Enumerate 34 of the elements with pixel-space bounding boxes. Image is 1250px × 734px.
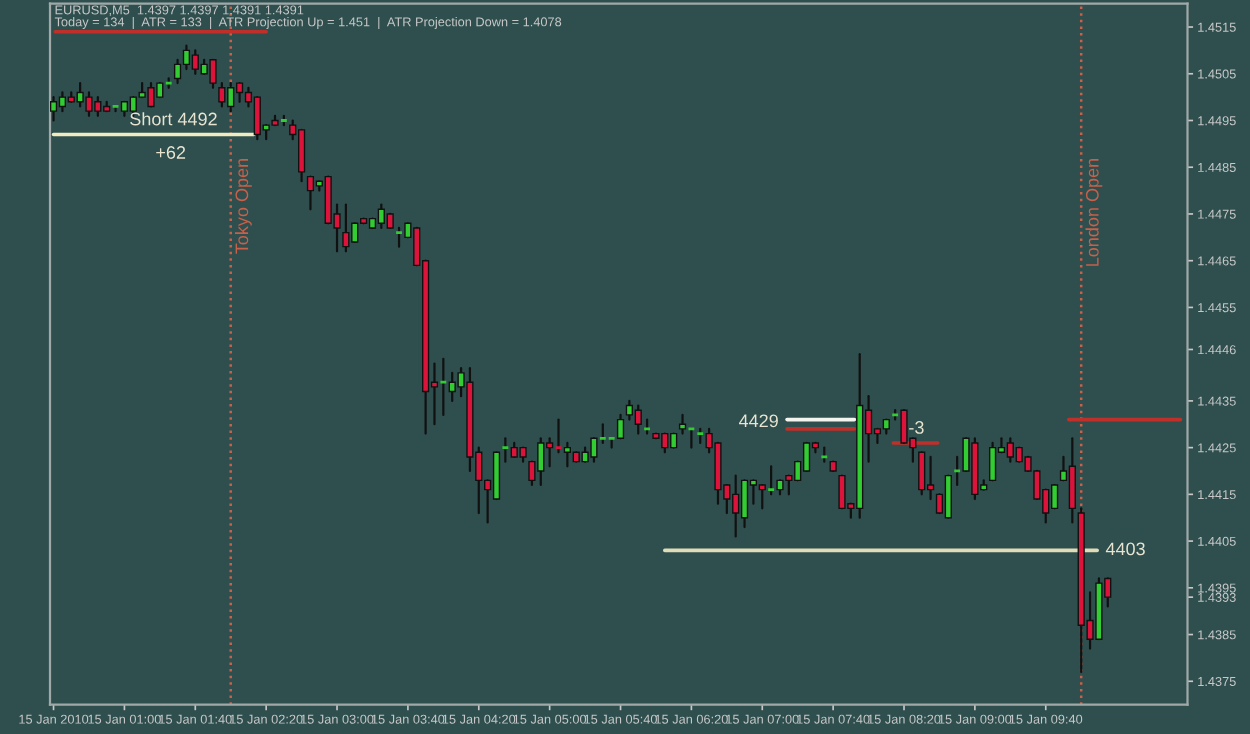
candlestick (58, 91, 67, 113)
candlestick (678, 413, 687, 435)
candlestick (182, 44, 191, 71)
candlestick (173, 58, 182, 85)
candlestick (342, 203, 350, 253)
annotation: 4403 (1105, 542, 1145, 556)
candlestick (297, 128, 306, 183)
candlestick (218, 82, 226, 108)
candlestick (1068, 437, 1076, 524)
annotation: -3 (909, 421, 924, 434)
candlestick (838, 474, 846, 510)
candlestick (988, 441, 997, 482)
annotation: 4429 (738, 414, 778, 428)
candlestick (900, 409, 908, 445)
candlestick (209, 58, 217, 89)
candlestick (306, 175, 315, 211)
candlestick (634, 404, 642, 435)
candlestick (926, 455, 935, 501)
ref-line-label: Tokyo Open (234, 159, 252, 254)
candlestick (758, 483, 766, 510)
candlestick (802, 441, 811, 473)
candlestick (944, 474, 952, 519)
annotation: Short 4492 (130, 112, 217, 126)
annotation: +62 (156, 146, 186, 159)
candlestick (492, 451, 501, 501)
candlestick (147, 82, 155, 108)
candlestick (740, 479, 749, 529)
ref-line-label: London Open (1085, 159, 1103, 266)
candlestick (50, 96, 58, 122)
candlestick (85, 91, 93, 117)
candlestick (918, 451, 926, 496)
candlestick (235, 82, 244, 103)
candlestick (1050, 483, 1059, 510)
candlestick (616, 413, 625, 440)
